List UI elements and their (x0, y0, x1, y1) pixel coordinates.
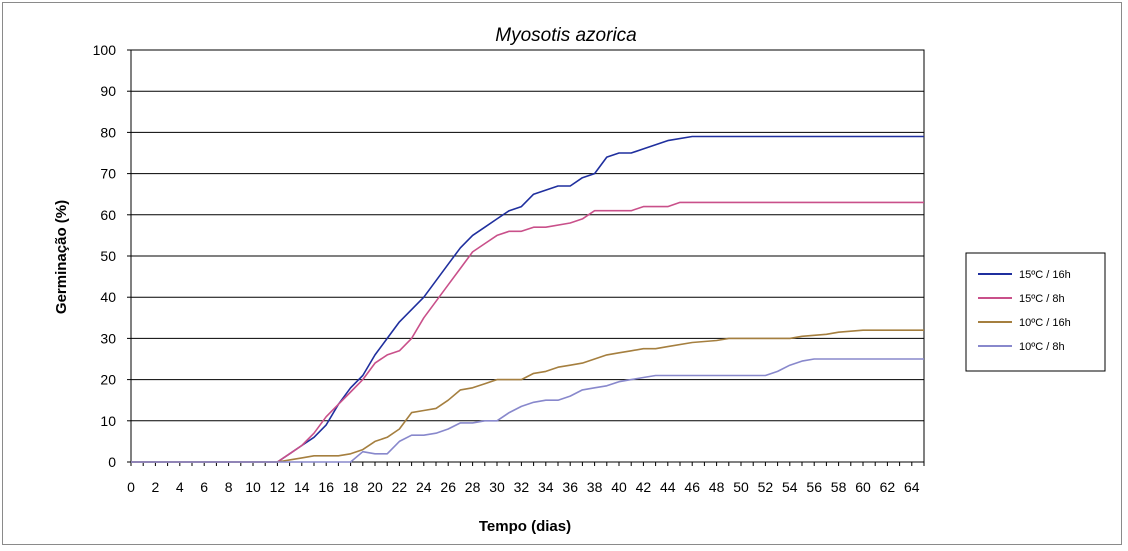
legend-label: 15ºC / 8h (1019, 293, 1065, 305)
y-axis-label: Germinação (%) (53, 200, 70, 314)
x-tick-label: 2 (152, 479, 160, 495)
x-tick-label: 22 (392, 479, 408, 495)
y-tick-label: 100 (93, 42, 117, 58)
x-tick-label: 50 (733, 479, 749, 495)
x-tick-label: 8 (225, 479, 233, 495)
x-tick-label: 44 (660, 479, 676, 495)
x-tick-label: 58 (831, 479, 847, 495)
y-tick-label: 20 (100, 372, 116, 388)
x-tick-label: 32 (514, 479, 530, 495)
x-tick-label: 26 (440, 479, 456, 495)
x-tick-label: 4 (176, 479, 184, 495)
x-tick-label: 56 (806, 479, 822, 495)
series-line-2 (131, 201, 924, 463)
x-tick-label: 34 (538, 479, 554, 495)
x-tick-label: 16 (318, 479, 334, 495)
legend-label: 10ºC / 8h (1019, 341, 1065, 353)
legend-box (965, 252, 1106, 372)
x-tick-label: 28 (465, 479, 481, 495)
x-tick-label: 64 (904, 479, 920, 495)
x-tick-label: 48 (709, 479, 725, 495)
chart-title: Myosotis azorica (495, 25, 637, 46)
x-tick-label: 14 (294, 479, 310, 495)
y-tick-label: 40 (100, 289, 116, 305)
x-tick-label: 40 (611, 479, 627, 495)
legend: 15ºC / 16h 15ºC / 8h 10ºC / 16h 10ºC / 8h (965, 252, 1106, 372)
series-line-3 (131, 329, 924, 463)
x-tick-label: 52 (758, 479, 774, 495)
y-tick-label: 0 (108, 454, 116, 470)
x-tick-label: 30 (489, 479, 505, 495)
x-tick-label: 38 (587, 479, 603, 495)
legend-label: 10ºC / 16h (1019, 317, 1071, 329)
y-tick-label: 70 (100, 166, 116, 182)
x-tick-label: 0 (127, 479, 135, 495)
x-tick-label: 20 (367, 479, 383, 495)
y-tick-label: 90 (100, 83, 116, 99)
x-tick-label: 62 (880, 479, 896, 495)
x-axis-label: Tempo (dias) (479, 518, 571, 535)
x-tick-label: 12 (270, 479, 286, 495)
x-tick-label: 6 (200, 479, 208, 495)
x-tick-label: 24 (416, 479, 432, 495)
x-tick-label: 60 (855, 479, 871, 495)
y-tick-label: 10 (100, 413, 116, 429)
series-line-4 (131, 358, 924, 463)
x-tick-label: 42 (636, 479, 652, 495)
y-tick-label: 60 (100, 207, 116, 223)
y-tick-label: 80 (100, 124, 116, 140)
y-tick-label: 50 (100, 248, 116, 264)
legend-label: 15ºC / 16h (1019, 269, 1071, 281)
x-tick-label: 18 (343, 479, 359, 495)
x-tick-label: 46 (684, 479, 700, 495)
x-tick-label: 54 (782, 479, 798, 495)
x-tick-label: 10 (245, 479, 261, 495)
series-line-1 (131, 135, 924, 463)
x-tick-label: 36 (562, 479, 578, 495)
y-tick-label: 30 (100, 330, 116, 346)
